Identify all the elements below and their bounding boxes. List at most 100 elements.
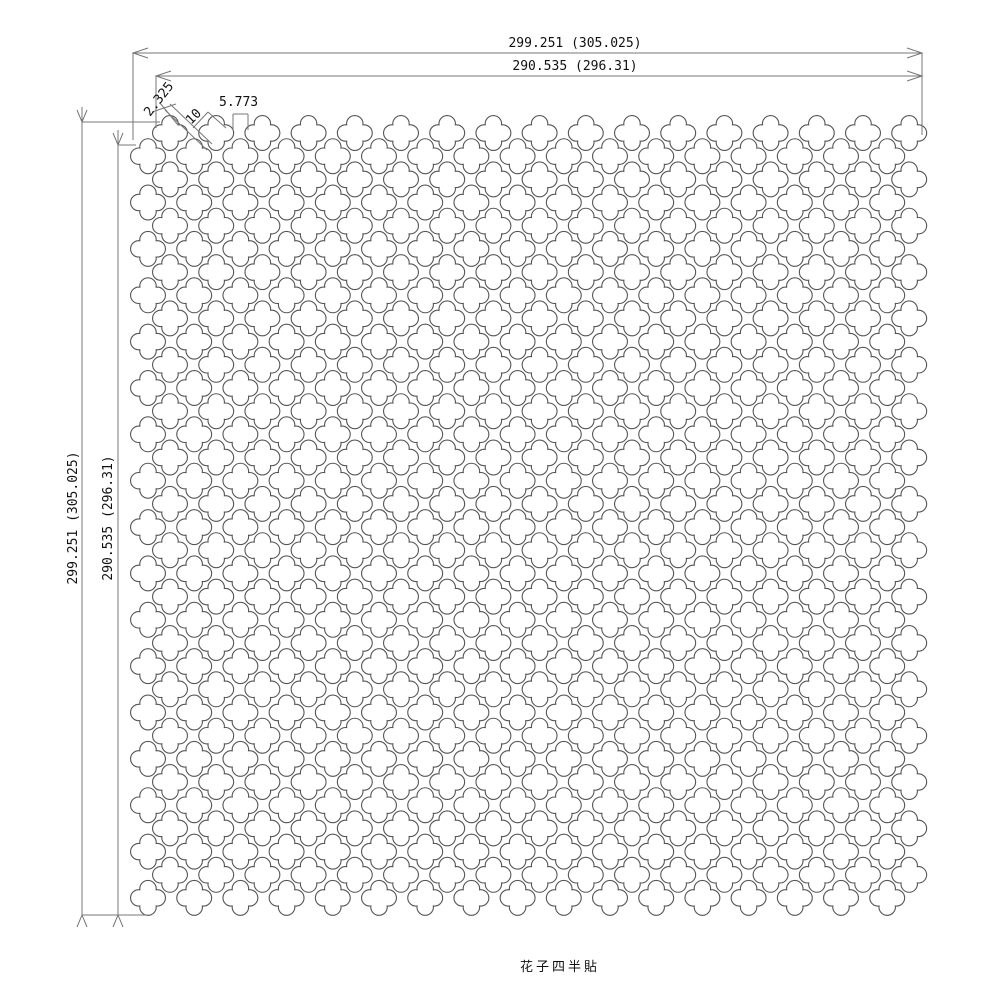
quatrefoil-tile [383,254,419,291]
quatrefoil-tile [684,879,721,916]
quatrefoil-tile [152,485,188,522]
quatrefoil-tile [268,370,305,406]
edge-offset-label: 2.325 [141,79,177,119]
quatrefoil-tile [453,138,490,175]
quatrefoil-tile [429,115,466,151]
quatrefoil-tile [314,601,351,638]
quatrefoil-tile [614,717,650,754]
quatrefoil-tile [290,161,327,198]
quatrefoil-tile [336,115,373,151]
quatrefoil-tile [521,532,558,569]
quatrefoil-tile [429,393,466,430]
quatrefoil-tile [891,810,928,847]
quatrefoil-tile [730,509,767,546]
quatrefoil-tile [684,462,721,499]
quatrefoil-tile [592,879,628,916]
quatrefoil-tile [383,717,419,754]
quatrefoil-tile [314,509,351,546]
quatrefoil-tile [383,764,419,800]
quatrefoil-tile [475,207,512,244]
quatrefoil-tile [592,416,628,453]
quatrefoil-tile [499,509,536,546]
quatrefoil-tile [336,439,373,476]
quatrefoil-tile [152,856,188,893]
quatrefoil-tile [638,694,675,731]
quatrefoil-tile [684,370,721,406]
quatrefoil-tile [776,601,813,638]
quatrefoil-tile [290,485,327,522]
quatrefoil-tile [475,115,512,151]
quatrefoil-tile [545,555,582,592]
quatrefoil-tile [499,879,536,916]
quatrefoil-tile [592,555,628,592]
quatrefoil-tile [845,346,881,383]
quatrefoil-tile [638,138,675,175]
quatrefoil-tile [244,578,281,615]
quatrefoil-tile [383,671,419,708]
quatrefoil-tile [407,230,444,267]
quatrefoil-tile [567,532,604,569]
quatrefoil-tile [336,717,373,754]
quatrefoil-tile [152,578,188,615]
quatrefoil-tile [869,184,906,221]
quatrefoil-tile [176,370,213,406]
quatrefoil-tile [453,694,490,731]
quatrefoil-tile [869,138,906,175]
quatrefoil-tile [429,856,466,893]
quatrefoil-tile [407,323,444,360]
quatrefoil-tile [706,393,743,430]
quatrefoil-tile [776,230,813,267]
quatrefoil-tile [268,555,305,592]
quatrefoil-tile [475,254,512,291]
quatrefoil-tile [130,138,166,175]
quatrefoil-tile [429,578,466,615]
edge-offset-dimension: 2.325 [141,79,179,126]
overall-width-dimension: 299.251 (305.025) [131,36,924,140]
quatrefoil-tile [198,764,235,800]
quatrefoil-tile [198,810,235,847]
quatrefoil-tile [290,207,327,244]
quatrefoil-tile [614,671,650,708]
quatrefoil-tile [660,671,697,708]
quatrefoil-tile [475,300,512,337]
quatrefoil-tile [545,694,582,731]
quatrefoil-tile [152,439,188,476]
quatrefoil-tile [798,578,835,615]
quatrefoil-tile [336,532,373,569]
quatrefoil-tile [198,393,235,430]
quatrefoil-tile [684,509,721,546]
quatrefoil-tile [752,671,789,708]
quatrefoil-tile [290,810,327,847]
quatrefoil-tile [130,787,166,824]
quatrefoil-tile [198,625,235,661]
quatrefoil-tile [706,115,743,151]
quatrefoil-tile [383,532,419,569]
quatrefoil-tile [752,717,789,754]
quatrefoil-tile [290,671,327,708]
quatrefoil-tile [592,184,628,221]
quatrefoil-tile [730,462,767,499]
quatrefoil-tile [660,856,697,893]
quatrefoil-tile [592,833,628,870]
quatrefoil-tile [198,532,235,569]
quatrefoil-tile [453,184,490,221]
quatrefoil-tile [383,625,419,661]
quatrefoil-tile [268,184,305,221]
quatrefoil-tile [776,740,813,777]
quatrefoil-tile [845,717,881,754]
quatrefoil-tile [130,601,166,638]
quatrefoil-tile [614,578,650,615]
quatrefoil-tile [706,346,743,383]
quatrefoil-tile [222,555,259,592]
quatrefoil-tile [453,555,490,592]
quatrefoil-tile [706,254,743,291]
quatrefoil-tile [222,694,259,731]
quatrefoil-tile [244,346,281,383]
quatrefoil-tile [660,717,697,754]
quatrefoil-tile [891,485,928,522]
quatrefoil-tile [176,879,213,916]
quatrefoil-tile [314,787,351,824]
quatrefoil-tile [407,694,444,731]
quatrefoil-tile [891,161,928,198]
